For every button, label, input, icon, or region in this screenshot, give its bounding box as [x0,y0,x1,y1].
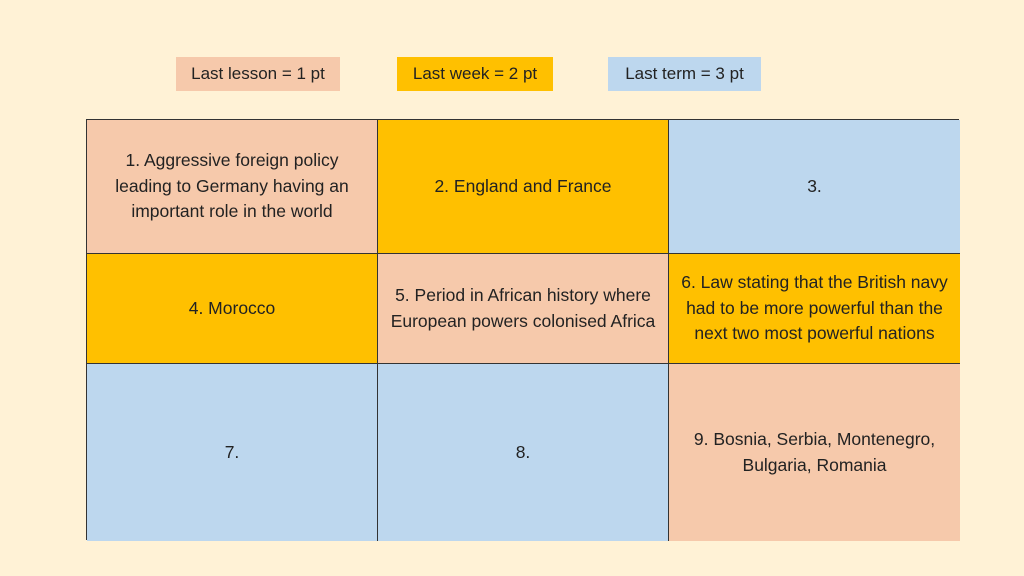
grid-cell-6[interactable]: 6. Law stating that the British navy had… [669,254,960,364]
grid-cell-5[interactable]: 5. Period in African history where Europ… [378,254,669,364]
legend-last-lesson: Last lesson = 1 pt [176,57,340,91]
grid-cell-8[interactable]: 8. [378,364,669,541]
grid-cell-9[interactable]: 9. Bosnia, Serbia, Montenegro, Bulgaria,… [669,364,960,541]
legend-last-term: Last term = 3 pt [608,57,761,91]
grid-cell-3[interactable]: 3. [669,120,960,254]
question-grid: 1. Aggressive foreign policy leading to … [86,119,960,541]
grid-cell-2[interactable]: 2. England and France [378,120,669,254]
grid-cell-4[interactable]: 4. Morocco [87,254,378,364]
grid-cell-1[interactable]: 1. Aggressive foreign policy leading to … [87,120,378,254]
grid-cell-7[interactable]: 7. [87,364,378,541]
legend-last-week: Last week = 2 pt [397,57,553,91]
